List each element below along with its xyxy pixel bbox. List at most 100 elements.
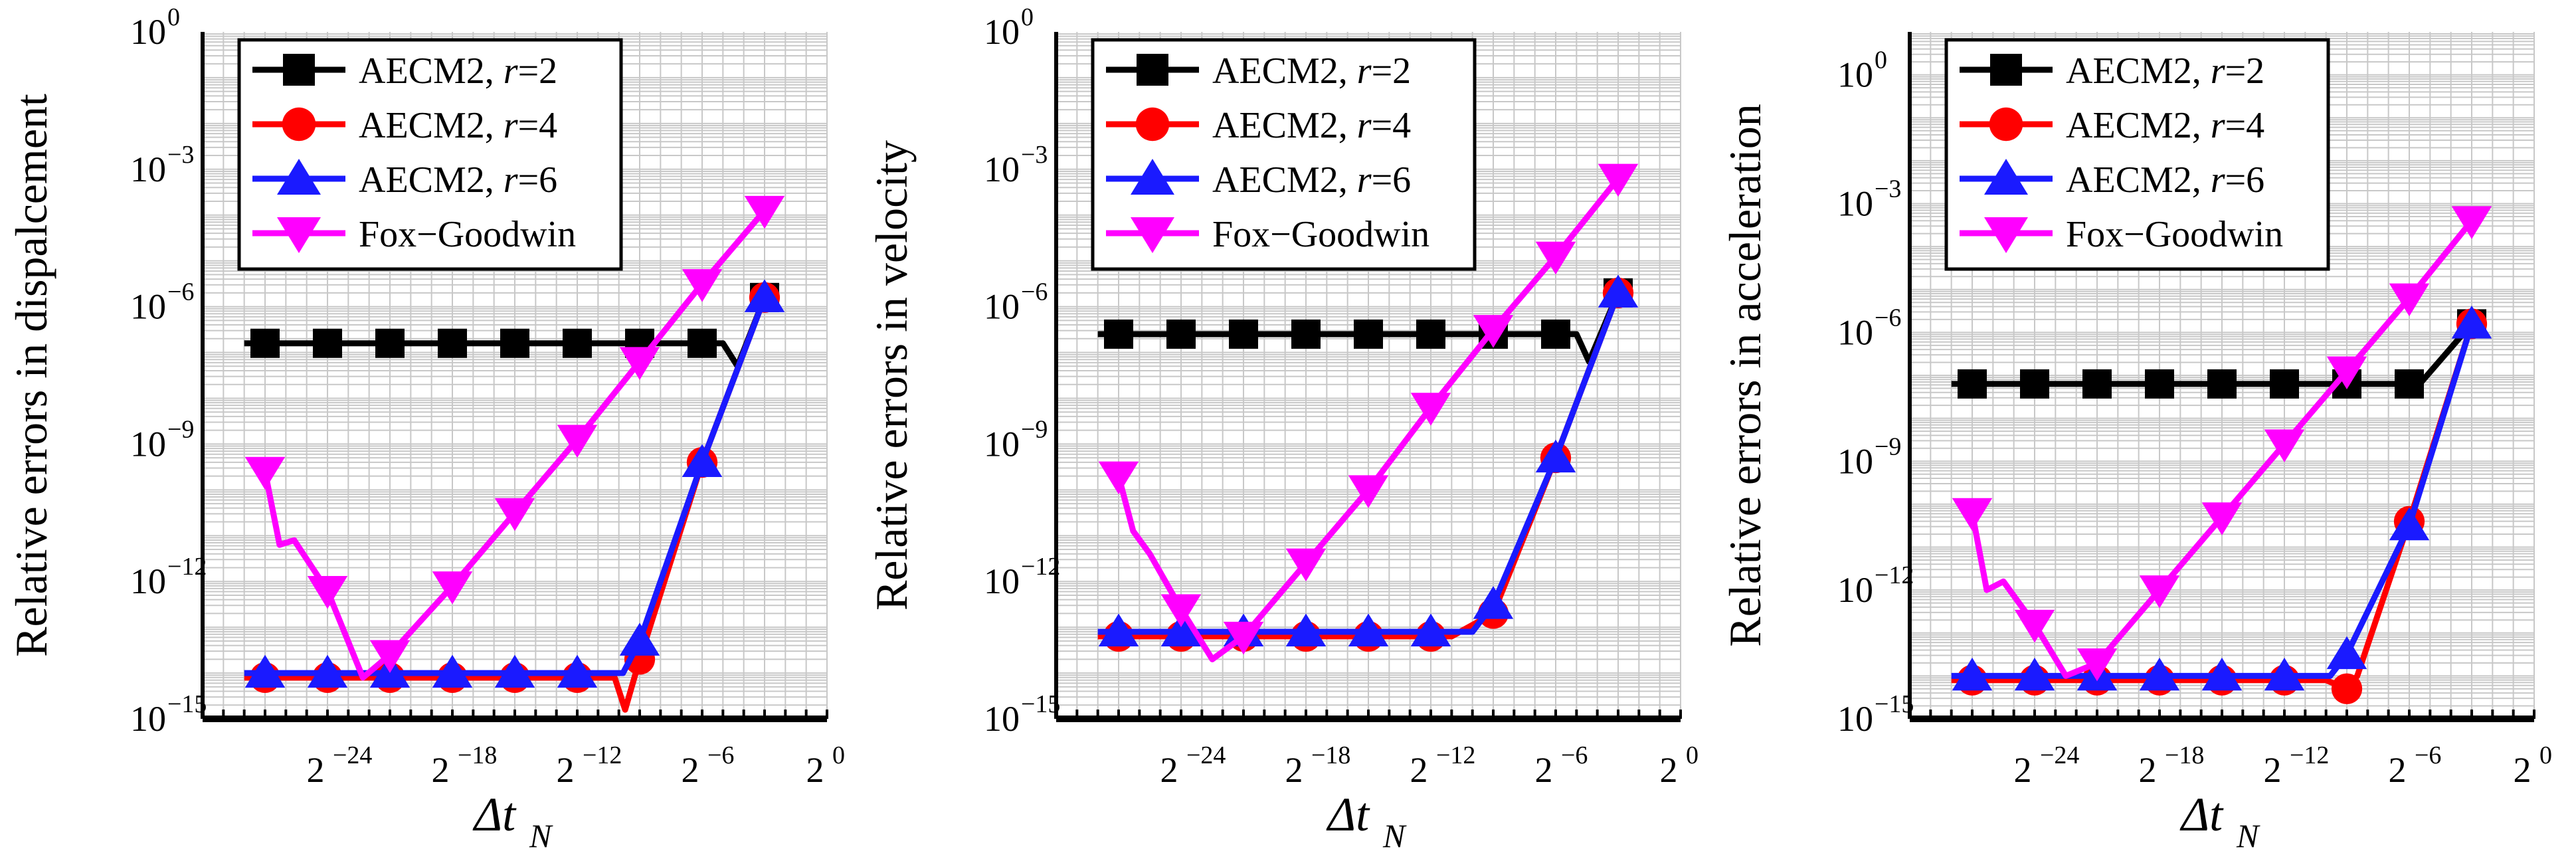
- data-point-r6: [244, 654, 286, 688]
- y-tick-label-exponent: −6: [1875, 304, 1901, 332]
- x-tick-label-exponent: −24: [333, 741, 372, 769]
- data-point-r2: [2082, 369, 2112, 399]
- y-tick-label: 10: [1837, 55, 1873, 95]
- data-point-fox: [1098, 461, 1139, 495]
- data-point-fox: [432, 571, 473, 605]
- series-r2: [1951, 309, 2486, 399]
- legend: AECM2, r=2 AECM2, r=4 AECM2, r=6 Fox−Goodwi…: [1091, 38, 1477, 271]
- legend-label-r6: AECM2, r=6: [2066, 159, 2264, 201]
- series-r2: [244, 282, 779, 369]
- data-point-fox: [1223, 621, 1264, 655]
- y-tick-label-exponent: −3: [167, 141, 194, 169]
- data-point-r6: [494, 654, 535, 688]
- data-point-fox: [2201, 502, 2243, 535]
- y-tick-label-exponent: −6: [167, 278, 194, 306]
- data-point-r2: [2395, 369, 2424, 399]
- data-point-r2: [1958, 369, 1987, 399]
- legend-marker-r6: [277, 159, 321, 195]
- data-point-r2: [500, 328, 529, 358]
- series-r6: [1951, 305, 2492, 691]
- x-tick-label: 2: [557, 750, 575, 790]
- data-point-r2: [1166, 319, 1196, 349]
- y-tick-label: 10: [984, 12, 1020, 52]
- data-point-fox: [307, 575, 348, 609]
- data-point-r6: [2014, 657, 2055, 691]
- x-tick-label: 2: [1660, 750, 1678, 790]
- data-point-fox: [494, 498, 535, 531]
- data-point-r4: [2331, 673, 2363, 704]
- y-tick-label-exponent: 0: [1875, 47, 1887, 74]
- y-tick-label-exponent: −12: [167, 553, 207, 581]
- data-point-r2: [1541, 319, 1570, 349]
- data-point-r6: [307, 654, 348, 688]
- data-point-r6: [1098, 613, 1139, 647]
- data-point-r6: [2201, 657, 2243, 691]
- legend-label-r2: AECM2, r=2: [1212, 50, 1411, 92]
- data-point-r6: [619, 623, 660, 656]
- y-axis-title: Relative errors in dispalcement: [6, 94, 56, 657]
- legend-label-r4: AECM2, r=4: [359, 105, 557, 146]
- legend: AECM2, r=2 AECM2, r=4 AECM2, r=6 Fox−Goodwi…: [1944, 38, 2330, 271]
- y-tick-label-exponent: −3: [1021, 141, 1048, 169]
- x-tick-label-exponent: −12: [2290, 741, 2329, 769]
- x-tick-label: 2: [1535, 750, 1553, 790]
- y-tick-label: 10: [1837, 699, 1873, 739]
- data-point-fox: [1348, 475, 1389, 508]
- data-point-fox: [1473, 315, 1514, 348]
- y-tick-label-exponent: 0: [1021, 3, 1034, 31]
- data-point-fox: [1410, 393, 1451, 426]
- x-tick-label: 2: [432, 750, 450, 790]
- y-tick-label-exponent: −15: [167, 690, 207, 718]
- x-tick-label: 2: [2514, 750, 2531, 790]
- data-point-r2: [1104, 319, 1133, 349]
- x-tick-label-exponent: −18: [2165, 741, 2204, 769]
- data-point-r2: [375, 328, 405, 358]
- legend-label-fox: Fox−Goodwin: [1212, 214, 1429, 255]
- x-tick-label-exponent: −6: [2415, 741, 2441, 769]
- y-tick-label: 10: [130, 12, 166, 52]
- data-point-r2: [1229, 319, 1258, 349]
- data-point-r2: [2207, 369, 2237, 399]
- x-tick-label: 2: [806, 750, 824, 790]
- legend-marker-r4: [282, 107, 316, 142]
- data-point-fox: [2014, 609, 2055, 643]
- x-tick-label-exponent: −18: [458, 741, 497, 769]
- legend-label-r2: AECM2, r=2: [359, 50, 557, 92]
- data-point-r6: [2326, 636, 2367, 670]
- legend-marker-r2: [283, 54, 315, 86]
- legend-marker-fox: [277, 217, 321, 253]
- data-point-r6: [2389, 507, 2430, 541]
- data-point-r2: [2270, 369, 2299, 399]
- y-tick-label-exponent: −3: [1875, 175, 1901, 203]
- data-point-r2: [1416, 319, 1445, 349]
- data-point-r6: [1348, 613, 1389, 647]
- legend: AECM2, r=2 AECM2, r=4 AECM2, r=6 Fox−Goodwi…: [237, 38, 623, 271]
- data-point-r6: [1410, 613, 1451, 647]
- data-point-fox: [619, 347, 660, 380]
- legend-marker-r6: [1984, 159, 2028, 195]
- data-point-r6: [1285, 613, 1327, 647]
- data-point-fox: [2139, 575, 2180, 609]
- x-tick-label-exponent: −18: [1311, 741, 1350, 769]
- data-point-fox: [744, 195, 785, 229]
- y-axis-title: Relative errors in velocity: [866, 140, 917, 611]
- data-point-r6: [1160, 613, 1202, 647]
- legend-label-r6: AECM2, r=6: [1212, 159, 1411, 201]
- legend-label-r4: AECM2, r=4: [2066, 105, 2264, 146]
- legend-marker-fox: [1131, 217, 1174, 253]
- x-tick-label: 2: [1410, 750, 1428, 790]
- x-tick-label: 2: [2389, 750, 2407, 790]
- legend-label-fox: Fox−Goodwin: [359, 214, 576, 255]
- data-point-r6: [1598, 274, 1639, 308]
- legend-marker-r4: [1989, 107, 2023, 142]
- legend-label-r4: AECM2, r=4: [1212, 105, 1411, 146]
- y-tick-label-exponent: −9: [1021, 415, 1048, 443]
- y-tick-label-exponent: −12: [1875, 561, 1914, 589]
- data-point-r6: [1535, 439, 1576, 473]
- legend-label-r2: AECM2, r=2: [2066, 50, 2264, 92]
- legend-marker-fox: [1984, 217, 2028, 253]
- data-point-r2: [2145, 369, 2174, 399]
- series-fox: [1952, 206, 2492, 682]
